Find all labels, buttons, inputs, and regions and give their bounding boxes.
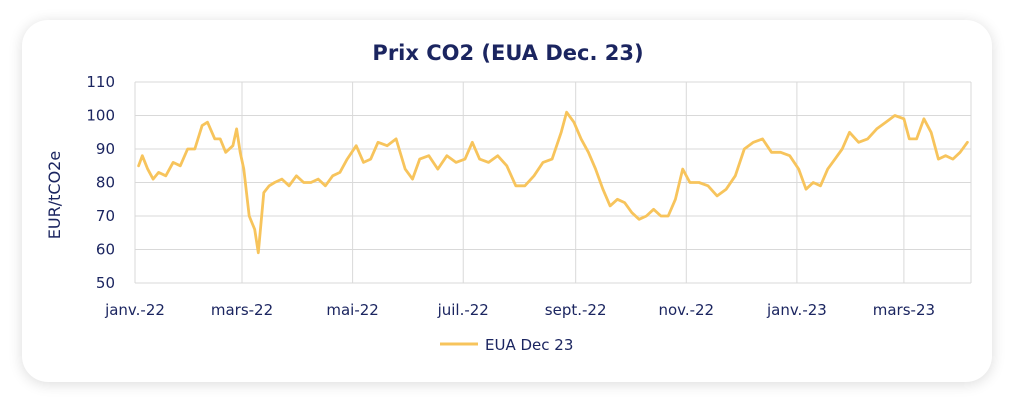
y-tick-label: 50	[96, 274, 115, 292]
x-tick-label: sept.-22	[545, 301, 607, 319]
y-tick-label: 80	[96, 174, 115, 192]
x-tick-label: juil.-22	[437, 301, 489, 319]
x-tick-label: nov.-22	[658, 301, 714, 319]
chart-title: Prix CO2 (EUA Dec. 23)	[372, 41, 643, 65]
x-tick-label: janv.-22	[104, 301, 165, 319]
x-axis: janv.-22 mars-22 mai-22 juil.-22 sept.-22 nov…	[104, 301, 935, 319]
y-tick-label: 60	[96, 241, 115, 259]
grid	[134, 81, 972, 284]
x-tick-label: mars-22	[211, 301, 273, 319]
legend-label: EUA Dec 23	[485, 336, 573, 354]
y-tick-label: 90	[96, 140, 115, 158]
series-line	[137, 110, 969, 255]
x-tick-label: mars-23	[873, 301, 935, 319]
series-layer	[137, 110, 969, 255]
y-axis-label: EUR/tCO2e	[45, 151, 64, 239]
x-tick-label: janv.-23	[766, 301, 827, 319]
y-tick-label: 110	[86, 73, 115, 91]
y-tick-label: 100	[86, 107, 115, 125]
y-axis: 50 60 70 80 90 100 110	[86, 73, 115, 292]
x-tick-label: mai-22	[326, 301, 378, 319]
legend: EUA Dec 23	[440, 336, 573, 354]
y-tick-label: 70	[96, 207, 115, 225]
chart-card	[22, 20, 992, 382]
